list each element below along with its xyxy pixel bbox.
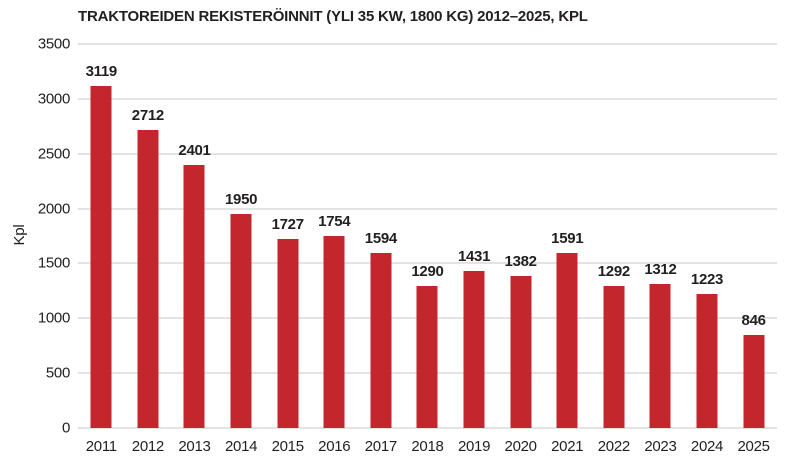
bar-column: 3119: [78, 44, 125, 428]
y-tick-label: 2000: [37, 200, 70, 218]
gridline: [78, 262, 777, 265]
bar: [277, 238, 299, 428]
bar-value-label: 3119: [85, 62, 118, 80]
bar: [230, 214, 252, 428]
bar-value-label: 1382: [504, 253, 537, 271]
x-tick-label: 2014: [224, 438, 258, 455]
y-tick-label: 1500: [37, 254, 70, 272]
gridline: [78, 207, 777, 210]
bar: [510, 276, 532, 428]
bar: [90, 85, 112, 428]
y-axis-ticks: 0 500 1000 1500 2000 2500 3000 3500: [0, 37, 70, 436]
gridline: [78, 427, 777, 429]
bar: [137, 130, 159, 428]
bar: [416, 286, 438, 428]
bar-column: 1312: [637, 44, 684, 428]
bar: [463, 271, 485, 428]
gridline: [78, 97, 777, 100]
bar-value-label: 1431: [457, 248, 491, 265]
y-tick-label: 500: [45, 364, 70, 382]
y-tick-label: 1000: [37, 309, 70, 327]
x-tick-label: 2022: [597, 438, 630, 455]
bar: [649, 284, 671, 428]
bar-value-label: 1950: [224, 191, 258, 209]
bar-value-label: 1727: [271, 215, 304, 233]
bar-column: 1431: [451, 44, 498, 428]
x-tick-label: 2019: [457, 438, 491, 455]
plot-area: 3119 2712 2401 1950 1727 1754 1594 1290 1431 1382…: [78, 43, 777, 429]
bar: [556, 253, 578, 428]
bar-column: 846: [730, 44, 777, 428]
x-tick-label: 2013: [178, 438, 211, 455]
bar-column: 1290: [404, 44, 451, 428]
bar-value-label: 2401: [178, 141, 211, 159]
bar-column: 1292: [591, 44, 638, 428]
bar-value-label: 1754: [318, 212, 351, 230]
x-axis-labels: 2011 2012 2013 2014 2015 2016 2017 2018 2019 2020…: [78, 438, 777, 455]
x-tick-label: 2015: [271, 438, 304, 455]
bar-value-label: 1223: [690, 270, 724, 288]
x-tick-label: 2018: [411, 438, 444, 455]
bar-column: 1223: [684, 44, 731, 428]
bar: [183, 164, 205, 428]
bar-column: 1591: [544, 44, 591, 428]
bar-value-label: 1594: [364, 230, 397, 248]
bar-value-label: 1292: [597, 263, 630, 281]
bar-series: 3119 2712 2401 1950 1727 1754 1594 1290 1431 1382…: [78, 44, 777, 428]
gridline: [78, 152, 777, 155]
y-tick-label: 0: [61, 419, 70, 437]
bar: [603, 286, 625, 428]
gridline: [78, 43, 777, 45]
x-tick-label: 2025: [737, 438, 770, 455]
x-tick-label: 2024: [690, 438, 724, 455]
bar-column: 2712: [125, 44, 172, 428]
bar: [743, 335, 765, 428]
x-tick-label: 2021: [551, 438, 584, 455]
bar-column: 1594: [358, 44, 405, 428]
chart-title: TRAKTOREIDEN REKISTERÖINNIT (YLI 35 KW, …: [78, 8, 588, 25]
bar-value-label: 2712: [131, 107, 164, 125]
bar-value-label: 1591: [551, 230, 584, 248]
bar: [323, 235, 345, 428]
x-tick-label: 2020: [504, 438, 537, 455]
x-tick-label: 2016: [318, 438, 351, 455]
bar-column: 1727: [264, 44, 311, 428]
y-tick-label: 3500: [37, 35, 70, 53]
bar-value-label: 846: [741, 312, 766, 330]
bar-column: 1754: [311, 44, 358, 428]
x-tick-label: 2023: [644, 438, 677, 455]
x-tick-label: 2012: [131, 438, 164, 455]
bar-value-label: 1290: [411, 263, 444, 281]
bar-column: 2401: [171, 44, 218, 428]
x-tick-label: 2017: [364, 438, 397, 455]
bar-column: 1950: [218, 44, 265, 428]
y-tick-label: 2500: [37, 145, 70, 163]
bar-value-label: 1312: [644, 261, 677, 279]
bar: [696, 293, 718, 428]
y-tick-label: 3000: [37, 90, 70, 108]
bar-column: 1382: [497, 44, 544, 428]
x-tick-label: 2011: [85, 438, 117, 455]
bar: [370, 253, 392, 428]
